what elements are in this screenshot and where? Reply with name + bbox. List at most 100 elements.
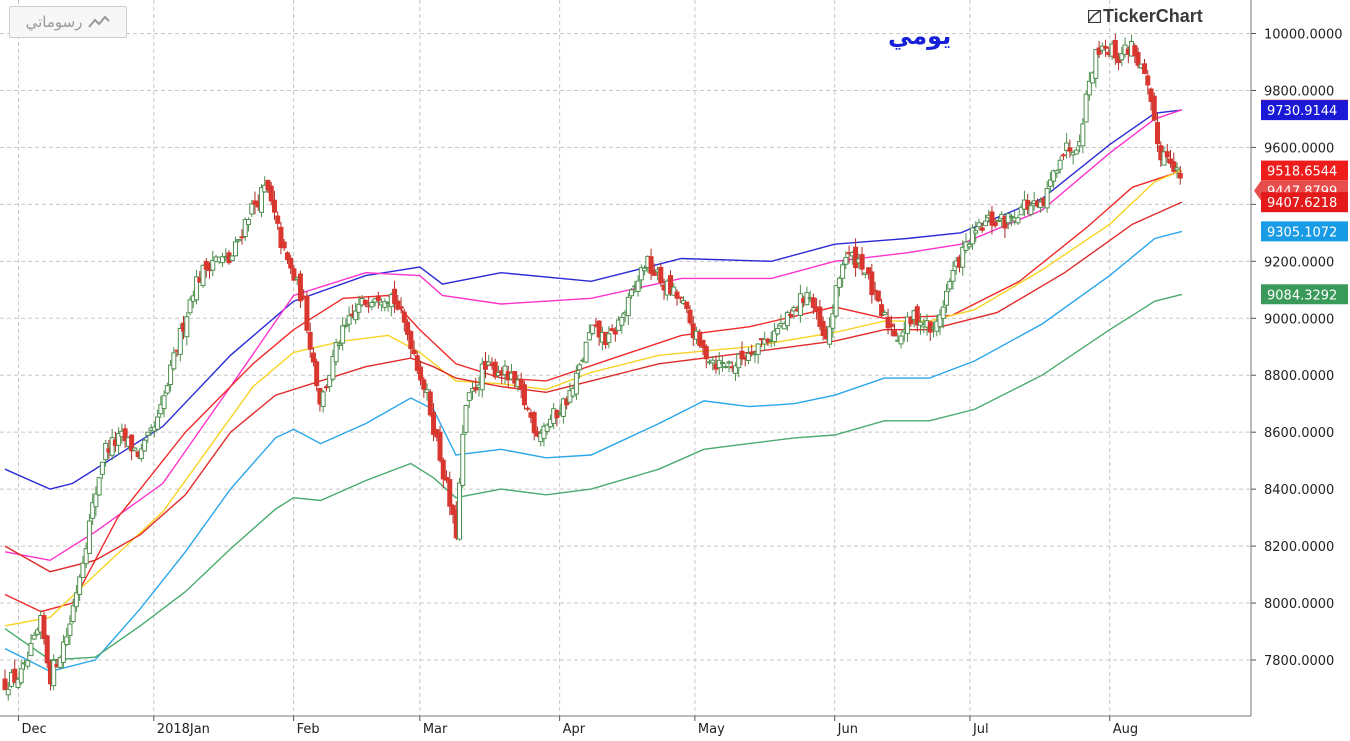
- candle-body: [109, 437, 115, 456]
- candle: [427, 389, 433, 417]
- candle: [288, 254, 294, 275]
- candle: [51, 654, 57, 691]
- candle: [233, 236, 239, 257]
- candle: [658, 263, 664, 287]
- candle-body: [447, 479, 453, 507]
- candle-body: [995, 219, 1001, 222]
- candle-body: [882, 311, 888, 316]
- candle: [995, 217, 1001, 222]
- candle-body: [437, 431, 443, 461]
- candle-body: [982, 220, 988, 227]
- candle: [1051, 169, 1057, 189]
- candle-body: [346, 315, 352, 325]
- candle-body: [914, 306, 920, 326]
- y-tick-label: 8800.0000: [1264, 369, 1334, 384]
- y-tick-label: 9000.0000: [1264, 312, 1334, 327]
- candle-body: [781, 323, 787, 330]
- candle: [327, 374, 333, 393]
- y-tick-label: 8200.0000: [1264, 540, 1334, 555]
- x-tick-label: Aug: [1113, 722, 1138, 737]
- candle: [310, 347, 316, 367]
- candle-body: [635, 280, 641, 293]
- candle-body: [1177, 172, 1183, 179]
- candle: [405, 319, 411, 341]
- candle: [1015, 214, 1021, 225]
- candle: [723, 363, 729, 369]
- candle: [1067, 139, 1073, 158]
- price-tag-value: 9084.3292: [1267, 288, 1337, 303]
- candle-body: [258, 187, 264, 213]
- candle: [109, 428, 115, 460]
- candle-body: [755, 343, 761, 355]
- candle: [67, 615, 73, 646]
- candle-body: [502, 365, 508, 376]
- candle-body: [1083, 93, 1089, 123]
- candle: [116, 427, 122, 455]
- candle: [353, 302, 359, 325]
- candle: [982, 214, 988, 227]
- candle: [755, 343, 761, 364]
- candle-body: [229, 255, 235, 261]
- price-tag: 9518.6544: [1261, 160, 1348, 181]
- candle-body: [314, 361, 320, 387]
- candle-body: [745, 352, 751, 361]
- candle-body: [541, 425, 547, 440]
- candle-body: [320, 391, 326, 407]
- candle-body: [356, 303, 362, 313]
- price-tags: 9732.20159730.91449518.65449447.87999407…: [1254, 99, 1348, 305]
- candle-body: [629, 289, 635, 297]
- candle: [1135, 47, 1141, 69]
- candle-body: [492, 361, 498, 378]
- plot-area: [0, 0, 1251, 716]
- candle: [668, 270, 674, 296]
- candle-body: [940, 306, 946, 319]
- candle: [1025, 193, 1031, 215]
- candle: [96, 476, 102, 497]
- candle-body: [395, 300, 401, 310]
- candle: [466, 392, 472, 409]
- candle-body: [77, 576, 83, 595]
- candle-body: [992, 222, 998, 227]
- candle-body: [414, 355, 420, 371]
- candle: [1093, 49, 1099, 88]
- candle: [719, 356, 725, 372]
- candle: [80, 555, 86, 578]
- candle: [1060, 153, 1066, 161]
- candle-body: [1073, 149, 1079, 155]
- candle: [1073, 146, 1079, 155]
- candle: [892, 323, 898, 337]
- candle: [320, 389, 326, 413]
- candle-body: [612, 330, 618, 335]
- candle: [1064, 133, 1070, 159]
- candle: [15, 676, 21, 690]
- candle-body: [719, 362, 725, 365]
- y-tick-label: 8400.0000: [1264, 483, 1334, 498]
- candle-body: [625, 296, 631, 317]
- candle-body: [323, 386, 329, 389]
- candle: [703, 344, 709, 369]
- candle: [918, 313, 924, 335]
- candle: [1177, 166, 1183, 185]
- candle: [969, 224, 975, 250]
- line-chart-icon: [88, 15, 111, 28]
- candle-body: [353, 310, 359, 321]
- candle: [888, 315, 894, 337]
- candle-body: [1103, 46, 1109, 49]
- candle: [229, 255, 235, 261]
- candle-body: [1028, 205, 1034, 215]
- candle-body: [479, 363, 485, 391]
- candle: [184, 311, 190, 346]
- candle-body: [684, 301, 690, 309]
- candle-body: [1132, 45, 1138, 57]
- candle-body: [398, 306, 404, 309]
- candle-body: [1171, 161, 1177, 172]
- my-drawings-button[interactable]: رسوماتي: [9, 6, 127, 38]
- candle: [976, 218, 982, 231]
- candle: [1008, 213, 1014, 227]
- candle-body: [1054, 170, 1060, 174]
- candle: [586, 324, 592, 341]
- candle-body: [265, 179, 271, 191]
- candle-body: [853, 246, 859, 269]
- x-tick-label: Feb: [297, 722, 320, 737]
